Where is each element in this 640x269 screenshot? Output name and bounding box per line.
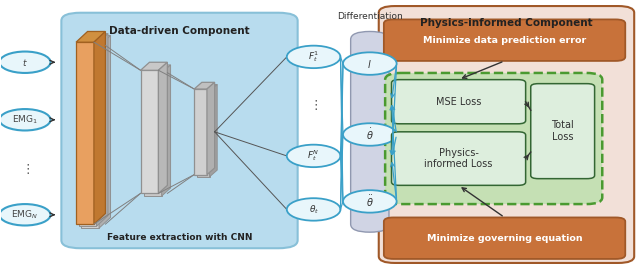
Polygon shape	[76, 31, 106, 42]
Circle shape	[343, 123, 397, 146]
Circle shape	[287, 145, 340, 167]
FancyBboxPatch shape	[392, 132, 525, 185]
Text: $\mathrm{EMG}_1$: $\mathrm{EMG}_1$	[12, 114, 38, 126]
FancyBboxPatch shape	[61, 13, 298, 248]
Polygon shape	[207, 82, 214, 175]
Text: Feature extraction with CNN: Feature extraction with CNN	[107, 233, 252, 242]
Text: Physics-
informed Loss: Physics- informed Loss	[424, 148, 493, 169]
Polygon shape	[162, 65, 171, 196]
Polygon shape	[76, 42, 94, 224]
FancyBboxPatch shape	[384, 19, 625, 61]
Circle shape	[287, 46, 340, 68]
Polygon shape	[194, 89, 207, 175]
FancyBboxPatch shape	[531, 84, 595, 179]
Polygon shape	[99, 36, 111, 228]
FancyBboxPatch shape	[392, 80, 525, 124]
Polygon shape	[141, 70, 159, 193]
Text: $\theta_t$: $\theta_t$	[308, 203, 319, 216]
Text: $F_t^1$: $F_t^1$	[308, 49, 319, 64]
Polygon shape	[144, 73, 162, 196]
Polygon shape	[79, 44, 97, 226]
Polygon shape	[159, 62, 168, 193]
Polygon shape	[209, 84, 217, 177]
Circle shape	[0, 109, 51, 130]
FancyBboxPatch shape	[351, 31, 389, 232]
Polygon shape	[97, 34, 108, 226]
Circle shape	[0, 204, 51, 225]
Text: $\vdots$: $\vdots$	[20, 162, 29, 176]
Text: Minimize governing equation: Minimize governing equation	[427, 234, 582, 243]
Polygon shape	[141, 62, 168, 70]
Text: $\mathrm{EMG}_N$: $\mathrm{EMG}_N$	[12, 208, 38, 221]
Text: $t$: $t$	[22, 57, 28, 68]
Polygon shape	[194, 82, 214, 89]
Text: Total
Loss: Total Loss	[551, 120, 574, 142]
Circle shape	[343, 52, 397, 75]
FancyBboxPatch shape	[384, 217, 625, 259]
Text: $F_t^N$: $F_t^N$	[307, 148, 320, 163]
Circle shape	[343, 190, 397, 213]
Text: $\ddot{\theta}$: $\ddot{\theta}$	[366, 194, 374, 209]
FancyBboxPatch shape	[385, 73, 602, 204]
Polygon shape	[81, 46, 99, 228]
Text: Physics-informed Component: Physics-informed Component	[420, 19, 593, 29]
Polygon shape	[144, 65, 171, 73]
Text: MSE Loss: MSE Loss	[436, 97, 481, 107]
Text: Data-driven Component: Data-driven Component	[109, 26, 250, 36]
Circle shape	[287, 198, 340, 221]
Text: $\dot{\theta}$: $\dot{\theta}$	[366, 127, 374, 142]
Text: Minimize data prediction error: Minimize data prediction error	[423, 36, 586, 45]
Polygon shape	[81, 36, 111, 46]
Circle shape	[0, 52, 51, 73]
Polygon shape	[94, 31, 106, 224]
Polygon shape	[196, 91, 209, 177]
Text: $l$: $l$	[367, 58, 372, 70]
Polygon shape	[79, 34, 108, 44]
Text: Differentiation: Differentiation	[337, 12, 403, 21]
Polygon shape	[196, 84, 217, 91]
FancyBboxPatch shape	[379, 6, 634, 263]
Text: $\vdots$: $\vdots$	[309, 98, 318, 112]
